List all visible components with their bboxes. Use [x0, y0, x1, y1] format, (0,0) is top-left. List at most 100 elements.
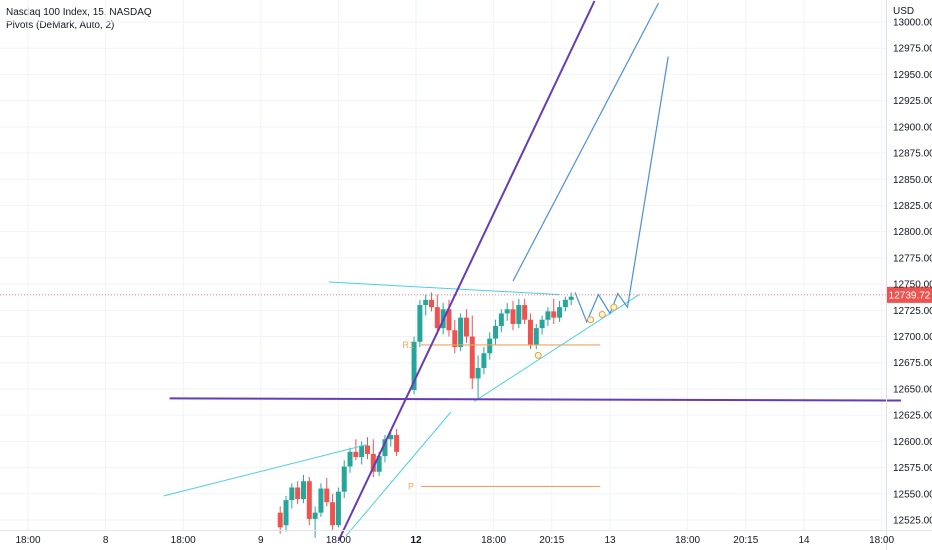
- candle-body: [312, 512, 318, 519]
- pivot-marker: [534, 351, 542, 359]
- candle-body: [469, 336, 475, 379]
- pivot-markers: [534, 303, 618, 359]
- price-tick-label: 12975.00: [893, 44, 932, 55]
- candle-body: [522, 305, 528, 320]
- candle-body: [423, 299, 429, 306]
- currency-label: USD: [893, 6, 914, 17]
- candle-body: [516, 305, 522, 324]
- candle-body: [446, 309, 452, 331]
- candle-body: [283, 500, 289, 526]
- time-tick-label: 12: [410, 535, 422, 546]
- candle-body: [452, 330, 458, 348]
- price-tick-label: 12800.00: [893, 227, 932, 238]
- price-tick-label: 12900.00: [893, 122, 932, 133]
- candle-body: [277, 512, 283, 528]
- time-tick-label: 18:00: [675, 535, 700, 546]
- candle-body: [394, 435, 400, 452]
- candle-body: [347, 451, 353, 467]
- price-tick-label: 12525.00: [893, 516, 932, 527]
- candle-body: [365, 445, 370, 454]
- trend-line-cyan: [328, 281, 560, 296]
- chart-legend: Nasdaq 100 Index, 15, NASDAQ Pivots (DeM…: [6, 6, 152, 32]
- price-tick-label: 12575.00: [893, 463, 932, 474]
- price-tick-label: 13000.00: [893, 18, 932, 29]
- time-tick-label: 18:00: [481, 535, 506, 546]
- time-tick-label: 20:15: [733, 535, 758, 546]
- candle-body: [568, 296, 574, 300]
- candle-body: [359, 445, 365, 458]
- candle-body: [318, 488, 324, 513]
- candle-body: [481, 353, 487, 368]
- candle-body: [533, 328, 539, 345]
- candle-body: [411, 341, 417, 390]
- candle-body: [295, 487, 301, 500]
- price-tick-label: 12625.00: [893, 411, 932, 422]
- pivot-label-r1: R1: [402, 340, 414, 350]
- price-tick-label: 12825.00: [893, 201, 932, 212]
- candle-body: [341, 466, 347, 492]
- time-tick-label: 20:15: [539, 535, 564, 546]
- time-tick-label: 18:00: [326, 535, 351, 546]
- price-tick-label: 12675.00: [893, 358, 932, 369]
- candle-body: [429, 299, 435, 308]
- price-tick-label: 12950.00: [893, 70, 932, 81]
- time-tick-label: 8: [103, 535, 109, 546]
- pivot-marker: [598, 311, 606, 319]
- price-tick-label: 12650.00: [893, 384, 932, 395]
- price-badge-label: 12739.72: [889, 290, 931, 301]
- time-tick-label: 18:00: [15, 535, 40, 546]
- trend-line-cyan: [473, 294, 640, 402]
- time-tick-label: 18:00: [171, 535, 196, 546]
- legend-indicator-title[interactable]: Pivots (DeMark, Auto, 2): [6, 20, 115, 31]
- candle-body: [289, 487, 295, 501]
- legend-symbol-title[interactable]: Nasdaq 100 Index, 15, NASDAQ: [6, 7, 152, 18]
- pivot-label-p: P: [408, 481, 414, 491]
- price-tick-label: 12925.00: [893, 96, 932, 107]
- price-tick-label: 12725.00: [893, 306, 932, 317]
- candle-body: [527, 319, 533, 345]
- time-tick-label: 9: [258, 535, 264, 546]
- candle-body: [562, 299, 568, 308]
- candle-body: [557, 307, 563, 318]
- candle-body: [388, 435, 394, 440]
- time-tick-label: 14: [798, 535, 810, 546]
- price-tick-label: 12875.00: [893, 149, 932, 160]
- candle-body: [417, 305, 423, 342]
- pivot-marker: [610, 303, 618, 311]
- candle-body: [458, 317, 464, 348]
- candle-body: [475, 367, 481, 379]
- price-tick-label: 12775.00: [893, 253, 932, 264]
- last-price-line: 12739.72: [0, 286, 932, 303]
- candle-body: [434, 307, 440, 329]
- trend-line-purple: [337, 0, 596, 542]
- price-tick-label: 12750.00: [893, 280, 932, 291]
- time-tick-label: 18:00: [869, 535, 894, 546]
- candle-body: [353, 451, 359, 458]
- pivot-levels: R1 P: [402, 340, 601, 491]
- candle-body: [306, 481, 312, 519]
- candle-body: [335, 491, 341, 526]
- candle-body: [370, 453, 376, 472]
- price-tick-label: 12600.00: [893, 437, 932, 448]
- candle-body: [463, 317, 469, 337]
- trend-line-purple: [169, 397, 902, 402]
- time-axis: 18:00 8 18:00 9 18:00 12 18:00 20:15 13 18:00 20:1…: [0, 530, 932, 546]
- price-tick-label: 12850.00: [893, 175, 932, 186]
- price-tick-label: 12700.00: [893, 332, 932, 343]
- candle-body: [504, 309, 510, 314]
- candle-body: [551, 311, 557, 318]
- trend-line-cyan: [163, 444, 368, 497]
- candle-body: [498, 313, 504, 327]
- candle-body: [330, 502, 336, 526]
- candle-body: [300, 481, 306, 500]
- chart-grid: [0, 0, 886, 530]
- price-badge: [887, 286, 932, 303]
- pivot-marker: [587, 316, 595, 324]
- candle-body: [382, 439, 388, 457]
- trend-line-projection: [574, 56, 669, 324]
- candle-body: [493, 326, 499, 339]
- trend-line-cyan: [345, 411, 452, 537]
- candle-body: [324, 488, 330, 503]
- candle-body: [545, 311, 551, 320]
